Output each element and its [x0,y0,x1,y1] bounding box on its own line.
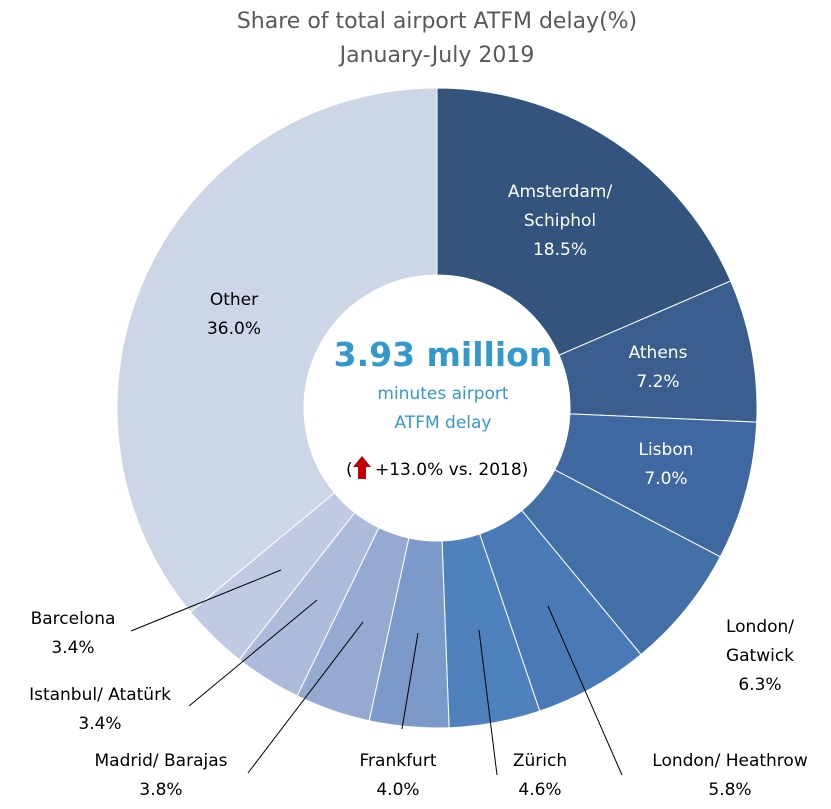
change-open-paren: ( [346,460,353,480]
leader-line [188,599,318,707]
slice-labels: Amsterdam/Schiphol 18.5% Athens 7.2% Lisbon 7… [29,182,808,800]
slice-label: London/Gatwick 6.3% [726,617,794,695]
pie-slices [116,87,758,729]
leader-line [401,632,419,730]
slice-label: Lisbon 7.0% [638,440,693,489]
slice-label: Frankfurt 4.0% [360,751,437,800]
up-arrow-icon [353,456,371,479]
leader-line [478,629,498,776]
chart-subtitle: January-July 2019 [338,43,535,68]
leader-lines [130,569,623,776]
leader-line [247,621,364,774]
center-headline: 3.93 million [334,335,553,374]
pie-slice-amsterdam-schiphol [436,87,732,356]
leader-line [130,569,282,632]
slice-label: Zürich 4.6% [513,751,567,800]
slice-label: Madrid/ Barajas 3.8% [95,751,228,800]
slice-label: Athens 7.2% [629,343,688,392]
center-summary: 3.93 million minutes airport ATFM delay … [334,335,553,480]
slice-label: Other 36.0% [207,290,261,339]
chart-title: Share of total airport ATFM delay(%) [237,9,637,34]
center-subtext-line2: ATFM delay [395,413,492,433]
center-subtext-line1: minutes airport [377,384,509,404]
slice-label: Barcelona 3.4% [31,609,116,658]
pie-slice-other [116,87,438,613]
slice-label: Istanbul/ Atatürk 3.4% [29,685,171,734]
leader-line [547,605,623,776]
slice-label: Amsterdam/Schiphol 18.5% [508,182,613,260]
slice-label: London/ Heathrow 5.8% [652,751,808,800]
change-value: +13.0% vs. 2018) [375,460,528,480]
